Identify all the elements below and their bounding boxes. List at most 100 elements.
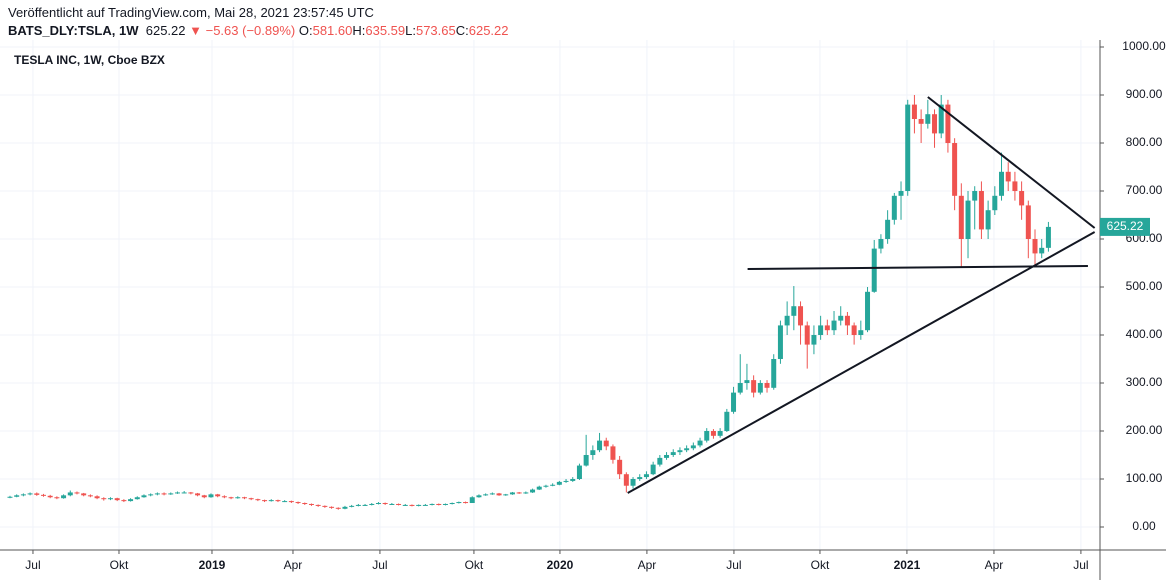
candle-body — [818, 325, 824, 336]
candle-body — [241, 497, 247, 499]
ohlc-label: C: — [455, 23, 469, 38]
candle-body — [657, 457, 663, 465]
published: Veröffentlicht auf TradingView.com, Mai … — [8, 5, 374, 20]
candle-body — [134, 497, 140, 500]
candle-body — [148, 494, 154, 496]
candle-body — [396, 503, 402, 505]
candle-body — [416, 504, 422, 506]
candle-body — [389, 503, 395, 505]
candle-body — [456, 502, 462, 504]
candle-body — [20, 494, 26, 496]
candle-body — [590, 450, 596, 456]
candle-body — [865, 291, 871, 331]
ohlc-label: H: — [352, 23, 366, 38]
candle-body — [422, 504, 428, 506]
candle-body — [121, 500, 127, 502]
candle-body — [898, 191, 904, 196]
candle-body — [791, 306, 797, 316]
y-tick-label: 500.00 — [1126, 279, 1163, 293]
candle-body — [295, 502, 301, 504]
candle-body — [710, 431, 716, 436]
candle-body — [972, 191, 978, 201]
candle-body — [938, 104, 944, 134]
candle-body — [999, 171, 1005, 196]
ohlc-value: 573.65 — [415, 23, 456, 38]
candle-body — [201, 495, 207, 498]
candle-body — [878, 239, 884, 249]
candle-body — [382, 503, 388, 505]
x-tick-label: 2020 — [547, 558, 574, 572]
candle-body — [168, 493, 174, 495]
candle-body — [154, 493, 160, 495]
candle-body — [221, 496, 227, 498]
candle-body — [764, 383, 770, 388]
candle-body — [945, 104, 951, 144]
candle-body — [724, 411, 730, 432]
candle-body — [449, 503, 455, 505]
candle-body — [369, 503, 375, 505]
symbol: BATS_DLY:TSLA, 1W — [8, 23, 139, 38]
x-tick-label: Jul — [25, 558, 40, 572]
candle-body — [563, 480, 569, 482]
candle-body — [288, 501, 294, 503]
candle-body — [771, 359, 777, 388]
candle-body — [717, 431, 723, 436]
candle-body — [952, 143, 958, 196]
candle-body — [751, 380, 757, 393]
candle-body — [858, 330, 864, 336]
candle-body — [67, 492, 73, 496]
candle-body — [838, 315, 844, 321]
last-price-box — [1100, 217, 1150, 236]
candle-body — [851, 325, 857, 336]
x-tick-label: Jul — [726, 558, 741, 572]
ohlc: O:581.60H:635.59L:573.65C:625.22 — [299, 23, 509, 38]
candle-body — [757, 383, 763, 393]
y-tick-label: 700.00 — [1126, 183, 1163, 197]
candle-body — [255, 499, 261, 501]
candle-body — [34, 493, 40, 495]
candle-body — [844, 315, 850, 326]
candle-body — [583, 455, 589, 466]
candle-body — [268, 500, 274, 502]
candle-body — [81, 493, 87, 496]
candle-body — [576, 465, 582, 480]
ohlc-value: 581.60 — [312, 23, 353, 38]
candle-body — [27, 493, 33, 495]
candle-body — [623, 474, 629, 486]
ohlc-value: 635.59 — [365, 23, 406, 38]
trendline — [927, 96, 1096, 229]
candle-body — [550, 484, 556, 486]
candle-body — [911, 104, 917, 120]
trendline — [747, 265, 1088, 271]
candle-body — [208, 494, 214, 498]
ohlc-label: O: — [298, 23, 313, 38]
candle-body — [630, 479, 636, 486]
candle-body — [114, 498, 120, 501]
candle-body — [107, 498, 113, 500]
candle-body — [14, 495, 20, 497]
y-tick-label: 800.00 — [1126, 135, 1163, 149]
candle-body — [697, 440, 703, 446]
candle-body — [503, 494, 509, 496]
candle-body — [925, 114, 931, 124]
candle-body — [570, 479, 576, 481]
candle-body — [215, 494, 221, 497]
candle-body — [530, 489, 536, 493]
candle-body — [322, 505, 328, 507]
candle-body — [1012, 181, 1018, 192]
x-tick-label: Okt — [811, 558, 830, 572]
candle-body — [94, 496, 100, 499]
candle-body — [932, 114, 938, 134]
candle-body — [47, 495, 53, 498]
candle-body — [235, 497, 241, 499]
candle-body — [811, 335, 817, 345]
x-tick-label: Jul — [1073, 558, 1088, 572]
candle-body — [54, 497, 60, 499]
candle-body — [643, 474, 649, 478]
candle-body — [329, 506, 335, 508]
candle-body — [436, 503, 442, 505]
candle-body — [375, 503, 381, 505]
candle-body — [308, 503, 314, 505]
candle-body — [784, 315, 790, 326]
